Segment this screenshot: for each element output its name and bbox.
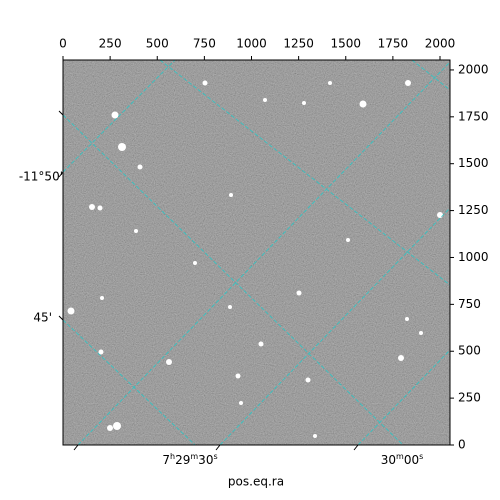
y-tick-label: 1000 (458, 250, 489, 264)
ra-label: 30m00s (381, 452, 424, 466)
sky-image (63, 60, 450, 445)
x-tick-label: 1750 (378, 37, 409, 51)
y-tick-label: 250 (458, 391, 481, 405)
x-tick-label: 250 (99, 37, 122, 51)
dec-label: 45' (33, 311, 52, 325)
stars (67, 80, 443, 438)
y-tick-label: 500 (458, 344, 481, 358)
y-tick-label: 1250 (458, 203, 489, 217)
y-tick-label: 0 (458, 438, 466, 452)
x-tick-label: 1250 (283, 37, 314, 51)
y-tick-label: 750 (458, 297, 481, 311)
dec-label: -11°50' (19, 170, 63, 184)
x-tick-label: 2000 (425, 37, 456, 51)
world-grid (63, 60, 450, 445)
x-tick-label: 750 (193, 37, 216, 51)
x-tick-label: 1000 (236, 37, 267, 51)
y-tick-label: 1750 (458, 109, 489, 123)
ra-label: 7h29m30s (162, 452, 217, 466)
world-ticks (58, 110, 359, 451)
x-tick-label: 0 (59, 37, 67, 51)
x-tick-label: 1500 (330, 37, 361, 51)
x-tick-label: 500 (146, 37, 169, 51)
x-axis-label: pos.eq.ra (228, 475, 284, 489)
frame (62, 59, 451, 446)
y-tick-label: 1500 (458, 156, 489, 170)
y-tick-label: 2000 (458, 62, 489, 76)
